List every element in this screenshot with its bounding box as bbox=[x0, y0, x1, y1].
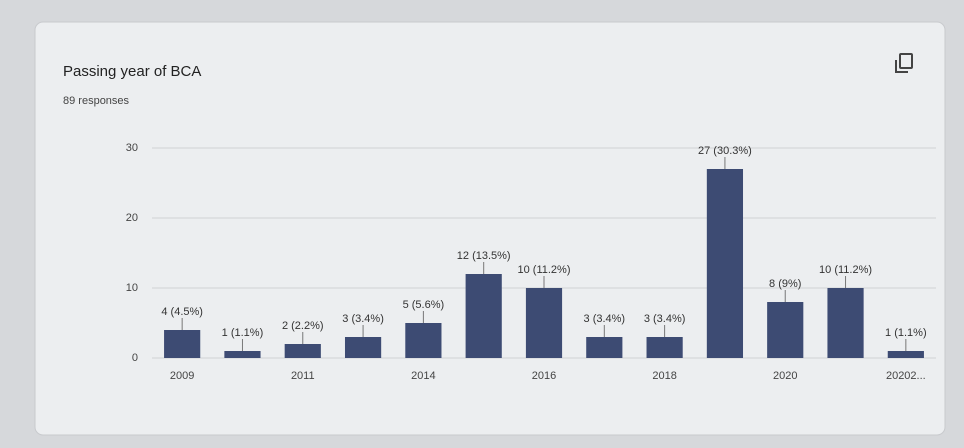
bar bbox=[284, 344, 321, 358]
x-tick-label: 2018 bbox=[652, 370, 676, 382]
value-label: 3 (3.4%) bbox=[342, 313, 384, 325]
bar bbox=[465, 274, 502, 358]
bar bbox=[706, 169, 744, 358]
x-tick-label: 20202... bbox=[886, 370, 926, 382]
x-tick-label: 2009 bbox=[170, 370, 194, 382]
bar bbox=[887, 351, 924, 358]
bar bbox=[827, 288, 864, 358]
value-label: 1 (1.1%) bbox=[885, 327, 927, 339]
bar bbox=[405, 323, 442, 358]
bar bbox=[646, 337, 683, 358]
y-tick-label: 10 bbox=[126, 282, 138, 294]
value-label: 12 (13.5%) bbox=[457, 250, 511, 262]
value-label: 27 (30.3%) bbox=[698, 145, 752, 157]
value-label: 5 (5.6%) bbox=[403, 299, 445, 311]
bar bbox=[586, 337, 623, 358]
value-label: 10 (11.2%) bbox=[819, 264, 872, 276]
bar bbox=[164, 330, 201, 358]
bar bbox=[344, 337, 382, 358]
chart-subtitle: 89 responses bbox=[63, 95, 130, 107]
y-tick-label: 0 bbox=[132, 352, 138, 364]
value-label: 3 (3.4%) bbox=[584, 313, 626, 325]
x-tick-label: 2011 bbox=[291, 370, 315, 382]
value-label: 2 (2.2%) bbox=[282, 320, 324, 332]
x-tick-label: 2020 bbox=[773, 370, 797, 382]
y-tick-label: 30 bbox=[126, 142, 138, 154]
value-label: 4 (4.5%) bbox=[161, 306, 203, 318]
value-label: 8 (9%) bbox=[769, 278, 801, 290]
y-tick-label: 20 bbox=[126, 212, 138, 224]
copy-icon[interactable] bbox=[895, 53, 913, 73]
bar bbox=[767, 302, 804, 358]
value-label: 10 (11.2%) bbox=[518, 264, 571, 276]
chart-title: Passing year of BCA bbox=[63, 63, 201, 80]
bar bbox=[224, 351, 261, 358]
bar bbox=[525, 288, 563, 358]
x-tick-label: 2014 bbox=[411, 370, 435, 382]
x-tick-label: 2016 bbox=[532, 370, 556, 382]
value-label: 1 (1.1%) bbox=[222, 327, 264, 339]
value-label: 3 (3.4%) bbox=[644, 313, 686, 325]
